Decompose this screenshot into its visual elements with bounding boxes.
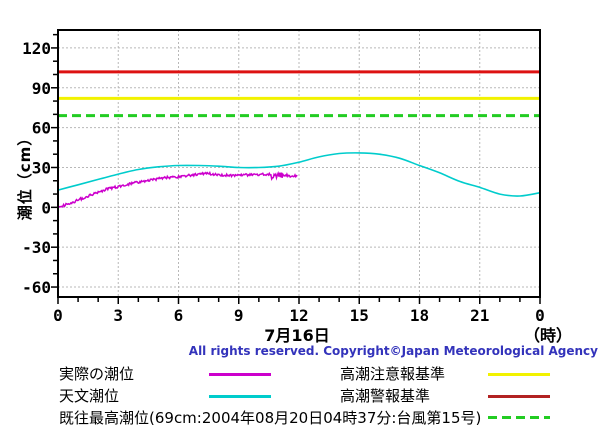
y-tick-label: 30 — [32, 158, 51, 177]
x-tick-label: 9 — [234, 306, 244, 325]
legend-actual-swatch — [209, 373, 271, 376]
legend-astro-label: 天文潮位 — [59, 387, 120, 405]
x-axis-unit-label: （時） — [523, 326, 572, 345]
tide-plot: 0 3 6 9 12 15 18 21 0 120 90 60 30 0 -30 -60 — [22, 29, 545, 325]
y-tick-label: 120 — [22, 39, 51, 58]
legend-actual-label: 実際の潮位 — [59, 365, 135, 383]
plot-border — [57, 29, 541, 298]
x-axis-date-label: 7月16日 — [264, 326, 330, 345]
y-tick-label: -30 — [22, 238, 51, 257]
x-tick-label: 18 — [410, 306, 429, 325]
legend-warning-label: 高潮警報基準 — [340, 387, 431, 405]
legend-advisory-label: 高潮注意報基準 — [340, 365, 446, 383]
legend-advisory-swatch — [488, 373, 550, 376]
x-tick-label: 21 — [470, 306, 489, 325]
x-tick-label: 6 — [174, 306, 184, 325]
y-tick-label: -60 — [22, 278, 51, 297]
legend-astro-swatch — [209, 395, 271, 398]
legend-record-swatch — [488, 416, 550, 419]
x-tick-label: 0 — [53, 306, 63, 325]
y-tick-label: 60 — [32, 119, 51, 138]
x-tick-label: 0 — [535, 306, 545, 325]
copyright-notice: All rights reserved. Copyright©Japan Met… — [188, 344, 598, 358]
x-tick-label: 3 — [113, 306, 123, 325]
y-tick-label: 0 — [41, 198, 51, 217]
series-line-0 — [57, 170, 298, 208]
series-line-1 — [57, 152, 541, 197]
y-tick-label: 90 — [32, 79, 51, 98]
x-tick-label: 15 — [350, 306, 369, 325]
y-axis-label: 潮位（cm） — [16, 129, 34, 221]
x-tick-label: 12 — [289, 306, 308, 325]
legend-record-label: 既往最高潮位(69cm:2004年08月20日04時37分:台風第15号) — [59, 409, 482, 427]
legend-warning-swatch — [488, 395, 550, 398]
